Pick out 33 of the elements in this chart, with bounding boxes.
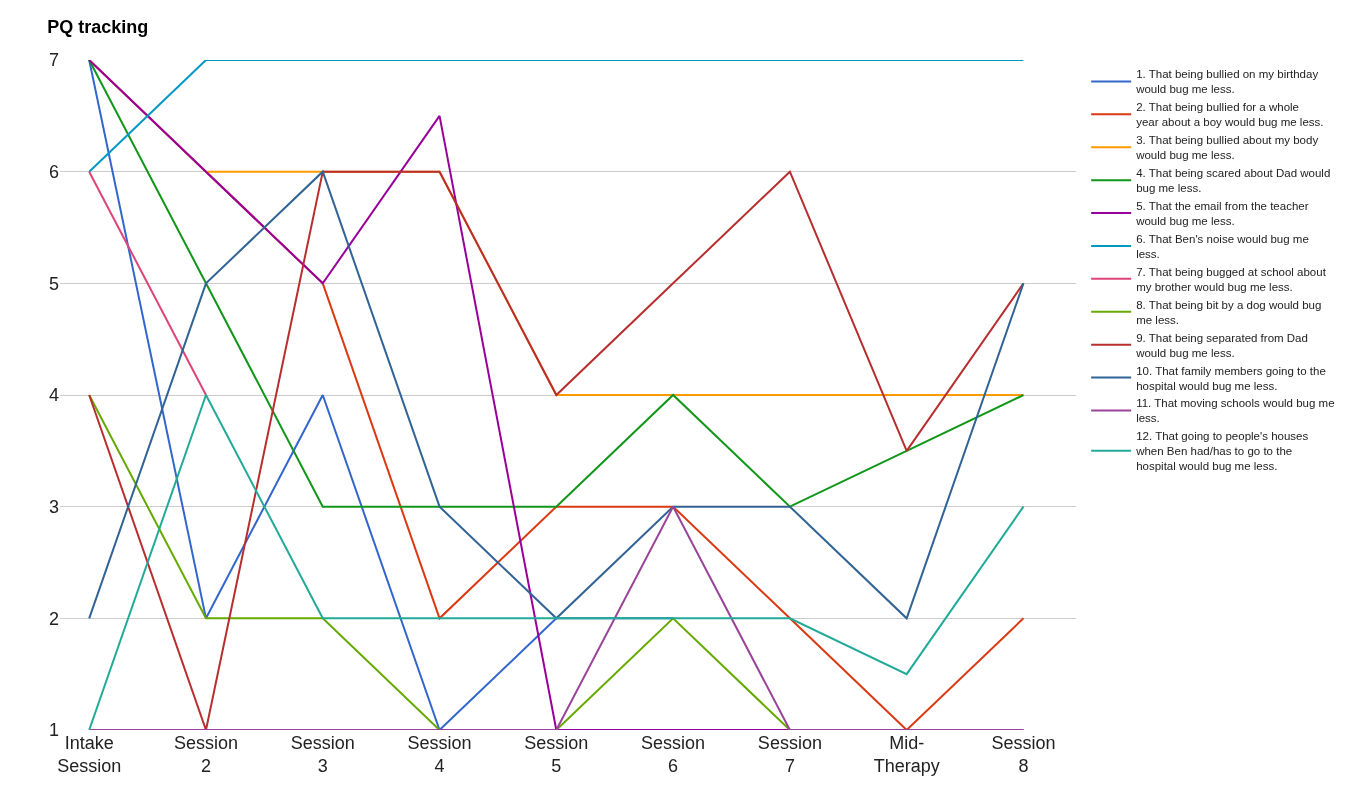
y-tick-label: 4 [48, 385, 59, 406]
line-series [88, 170, 1025, 620]
y-tick-label: 6 [48, 161, 59, 182]
legend-label: 12. That going to people's houses when Ben had/has to go to the hospital would bug me less. [1135, 430, 1309, 473]
line-series [88, 170, 1025, 730]
x-tick-label: Session 2 [173, 733, 238, 777]
x-tick-label: Mid-Therapy [873, 733, 940, 777]
legend-label: 3. That being bullied about my body would bug me less. [1135, 134, 1319, 162]
y-tick-label: 2 [48, 608, 59, 629]
legend-label: 9. That being separated from Dad would bug me less. [1135, 331, 1308, 359]
legend-label: 10. That family members going to the hospital would bug me less. [1136, 364, 1326, 392]
x-tick-label: Session 3 [290, 733, 355, 777]
legend-label: 8. That being bit by a dog would bug me less. [1136, 298, 1322, 326]
x-tick-label: Session 4 [407, 733, 472, 777]
y-tick-label: 1 [48, 720, 59, 741]
legend-label: 11. That moving schools would bug me less. [1136, 397, 1335, 425]
x-tick-label: Session 6 [641, 733, 706, 777]
x-tick-label: Session 7 [757, 733, 822, 777]
line-series [88, 60, 1025, 730]
legend-label: 7. That being bugged at school about my brother would bug me less. [1136, 265, 1327, 293]
x-tick-label: Intake Session [57, 733, 122, 777]
legend-label: 5. That the email from the teacher would bug me less. [1135, 200, 1309, 228]
x-tick-label: Session 5 [524, 733, 589, 777]
legend-label: 6. That Ben's noise would bug me less. [1136, 232, 1309, 260]
line-series [88, 60, 1025, 508]
legend-label: 1. That being bullied on my birthday would bug me less. [1135, 68, 1319, 96]
x-tick-label: Session 8 [991, 733, 1056, 777]
chart-title: PQ tracking [47, 16, 149, 37]
legend-label: 2. That being bullied for a whole year about a boy would bug me less. [1136, 101, 1324, 129]
legend-label: 4. That being scared about Dad would bug me less. [1136, 167, 1331, 195]
y-tick-label: 5 [48, 273, 59, 294]
y-tick-label: 7 [48, 50, 59, 71]
y-tick-label: 3 [48, 496, 59, 517]
